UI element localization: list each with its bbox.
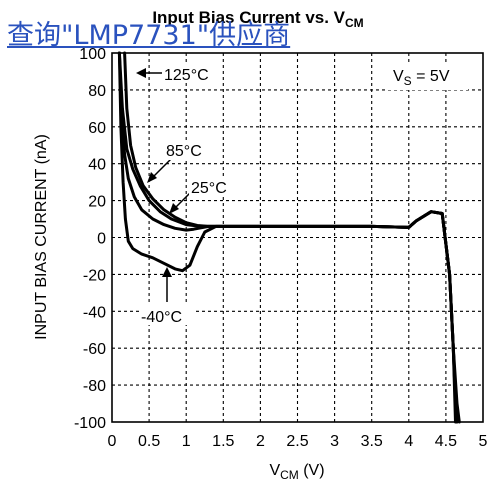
y-tick-label: -20 bbox=[83, 267, 106, 284]
series-line-4 bbox=[117, 51, 457, 424]
y-tick-label: 0 bbox=[97, 231, 106, 248]
tm40-label-bg bbox=[139, 305, 195, 325]
x-axis-label: VCM (V) bbox=[269, 462, 324, 482]
y-tick-label: -100 bbox=[74, 415, 106, 432]
t85-label: 85°C bbox=[166, 143, 202, 160]
plot-border bbox=[111, 52, 484, 423]
tm40-label: -40°C bbox=[141, 309, 182, 326]
t125-label-bg bbox=[162, 63, 218, 83]
y-tick-label: 40 bbox=[88, 157, 106, 174]
tm40-arrowhead bbox=[162, 267, 172, 277]
y-tick-label: 80 bbox=[88, 83, 106, 100]
t85-label-bg bbox=[164, 140, 212, 160]
t25-label: 25°C bbox=[191, 180, 227, 197]
grid bbox=[112, 53, 483, 422]
x-tick-label: 5 bbox=[479, 433, 488, 450]
t25-label-bg bbox=[189, 176, 237, 196]
supplier-query-link[interactable]: 查询"LMP7731"供应商 bbox=[7, 20, 291, 51]
y-tick-label: -80 bbox=[83, 378, 106, 395]
x-tick-label: 4 bbox=[404, 433, 413, 450]
y-tick-label: 100 bbox=[79, 46, 106, 63]
x-tick-label: 3 bbox=[330, 433, 339, 450]
y-axis-label: INPUT BIAS CURRENT (nA) bbox=[33, 134, 50, 340]
y-tick-label: 20 bbox=[88, 194, 106, 211]
x-tick-label: 4.5 bbox=[435, 433, 457, 450]
x-tick-label: 0.5 bbox=[138, 433, 160, 450]
vs-annotation: VS = 5V bbox=[393, 68, 450, 88]
t125-label: 125°C bbox=[164, 67, 209, 84]
y-tick-label: 60 bbox=[88, 120, 106, 137]
series-group bbox=[117, 51, 461, 424]
x-tick-label: 3.5 bbox=[361, 433, 383, 450]
x-tick-labels: 0 0.5 1 1.5 2 2.5 3 3.5 4 4.5 5 bbox=[108, 433, 488, 450]
y-tick-label: -60 bbox=[83, 341, 106, 358]
x-tick-label: 2 bbox=[256, 433, 265, 450]
t85-arrowhead bbox=[147, 172, 157, 183]
y-tick-label: -40 bbox=[83, 304, 106, 321]
x-tick-label: 0 bbox=[108, 433, 117, 450]
t25-arrowhead bbox=[169, 203, 179, 214]
t125-arrowhead bbox=[136, 68, 146, 78]
chart-title: Input Bias Current vs. VCM bbox=[152, 8, 363, 30]
y-tick-labels: 100 80 60 40 20 0 -20 -40 -60 -80 -100 bbox=[74, 46, 106, 432]
vs-label-bg bbox=[388, 62, 468, 90]
x-tick-label: 1.5 bbox=[212, 433, 234, 450]
x-tick-label: 2.5 bbox=[286, 433, 308, 450]
x-tick-label: 1 bbox=[182, 433, 191, 450]
